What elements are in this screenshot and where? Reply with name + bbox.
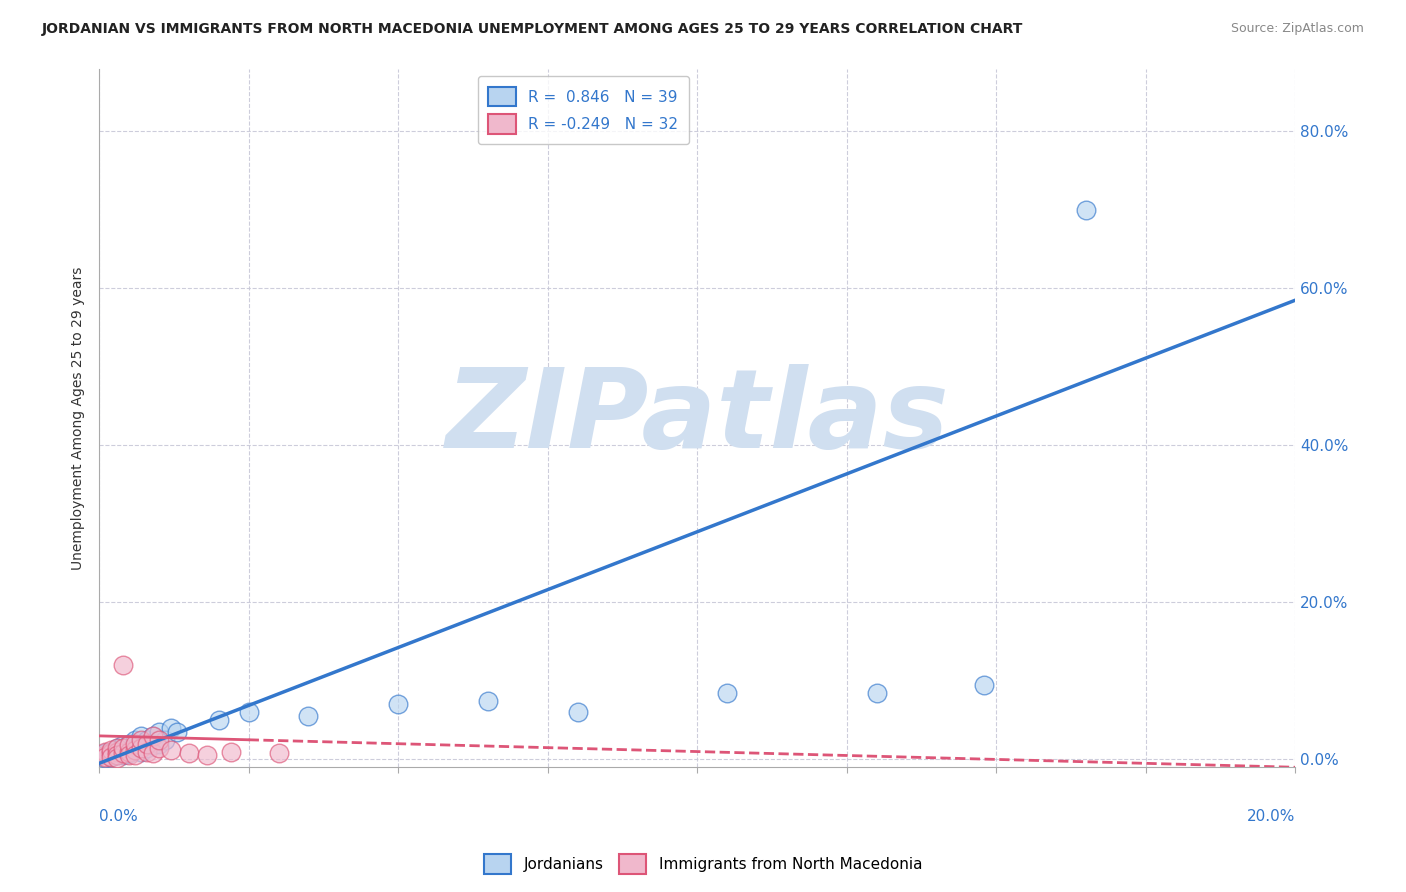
Point [166, 725, 188, 739]
Point [148, 737, 170, 751]
Point [195, 748, 218, 763]
Point [105, 743, 128, 757]
Point [142, 746, 165, 760]
Point [716, 686, 738, 700]
Point [136, 737, 159, 751]
Point [124, 743, 146, 757]
Point [100, 748, 122, 763]
Point [267, 746, 290, 760]
Text: 20.0%: 20.0% [1247, 809, 1295, 824]
Point [136, 745, 159, 759]
Y-axis label: Unemployment Among Ages 25 to 29 years: Unemployment Among Ages 25 to 29 years [72, 266, 86, 570]
Point [129, 729, 152, 743]
Point [148, 740, 170, 755]
Point [112, 746, 135, 760]
Point [94, 748, 117, 763]
Point [118, 737, 141, 751]
Point [148, 725, 170, 739]
Point [124, 732, 146, 747]
Point [142, 729, 165, 743]
Point [129, 737, 152, 751]
Point [105, 751, 128, 765]
Point [148, 732, 170, 747]
Point [124, 747, 146, 762]
Text: 0.0%: 0.0% [100, 809, 138, 824]
Point [112, 745, 135, 759]
Point [124, 737, 146, 751]
Point [112, 658, 135, 673]
Point [94, 745, 117, 759]
Point [477, 693, 499, 707]
Point [160, 721, 183, 735]
Point [124, 740, 146, 755]
Point [105, 740, 128, 755]
Point [142, 729, 165, 743]
Point [160, 743, 183, 757]
Point [118, 739, 141, 753]
Point [100, 750, 122, 764]
Point [208, 713, 231, 727]
Point [973, 678, 995, 692]
Point [105, 746, 128, 760]
Point [94, 746, 117, 760]
Point [100, 745, 122, 759]
Point [129, 732, 152, 747]
Point [105, 745, 128, 759]
Point [142, 739, 165, 753]
Text: ZIPatlas: ZIPatlas [446, 365, 949, 471]
Point [112, 739, 135, 753]
Point [100, 750, 122, 764]
Point [238, 706, 260, 720]
Point [136, 740, 159, 755]
Point [94, 750, 117, 764]
Point [100, 743, 122, 757]
Point [129, 740, 152, 755]
Point [297, 709, 319, 723]
Point [112, 747, 135, 762]
Point [105, 740, 128, 755]
Legend: Jordanians, Immigrants from North Macedonia: Jordanians, Immigrants from North Macedo… [478, 848, 928, 880]
Point [112, 740, 135, 755]
Point [105, 748, 128, 763]
Point [118, 743, 141, 757]
Point [100, 746, 122, 760]
Point [105, 748, 128, 763]
Point [153, 732, 176, 747]
Point [94, 751, 117, 765]
Point [177, 746, 200, 760]
Point [118, 748, 141, 763]
Text: JORDANIAN VS IMMIGRANTS FROM NORTH MACEDONIA UNEMPLOYMENT AMONG AGES 25 TO 29 YE: JORDANIAN VS IMMIGRANTS FROM NORTH MACED… [42, 22, 1024, 37]
Point [1074, 202, 1097, 217]
Text: Source: ZipAtlas.com: Source: ZipAtlas.com [1230, 22, 1364, 36]
Point [118, 746, 141, 760]
Point [136, 732, 159, 747]
Point [567, 706, 589, 720]
Legend: R =  0.846   N = 39, R = -0.249   N = 32: R = 0.846 N = 39, R = -0.249 N = 32 [478, 76, 689, 145]
Point [219, 745, 242, 759]
Point [129, 745, 152, 759]
Point [118, 745, 141, 759]
Point [387, 698, 409, 712]
Point [866, 686, 889, 700]
